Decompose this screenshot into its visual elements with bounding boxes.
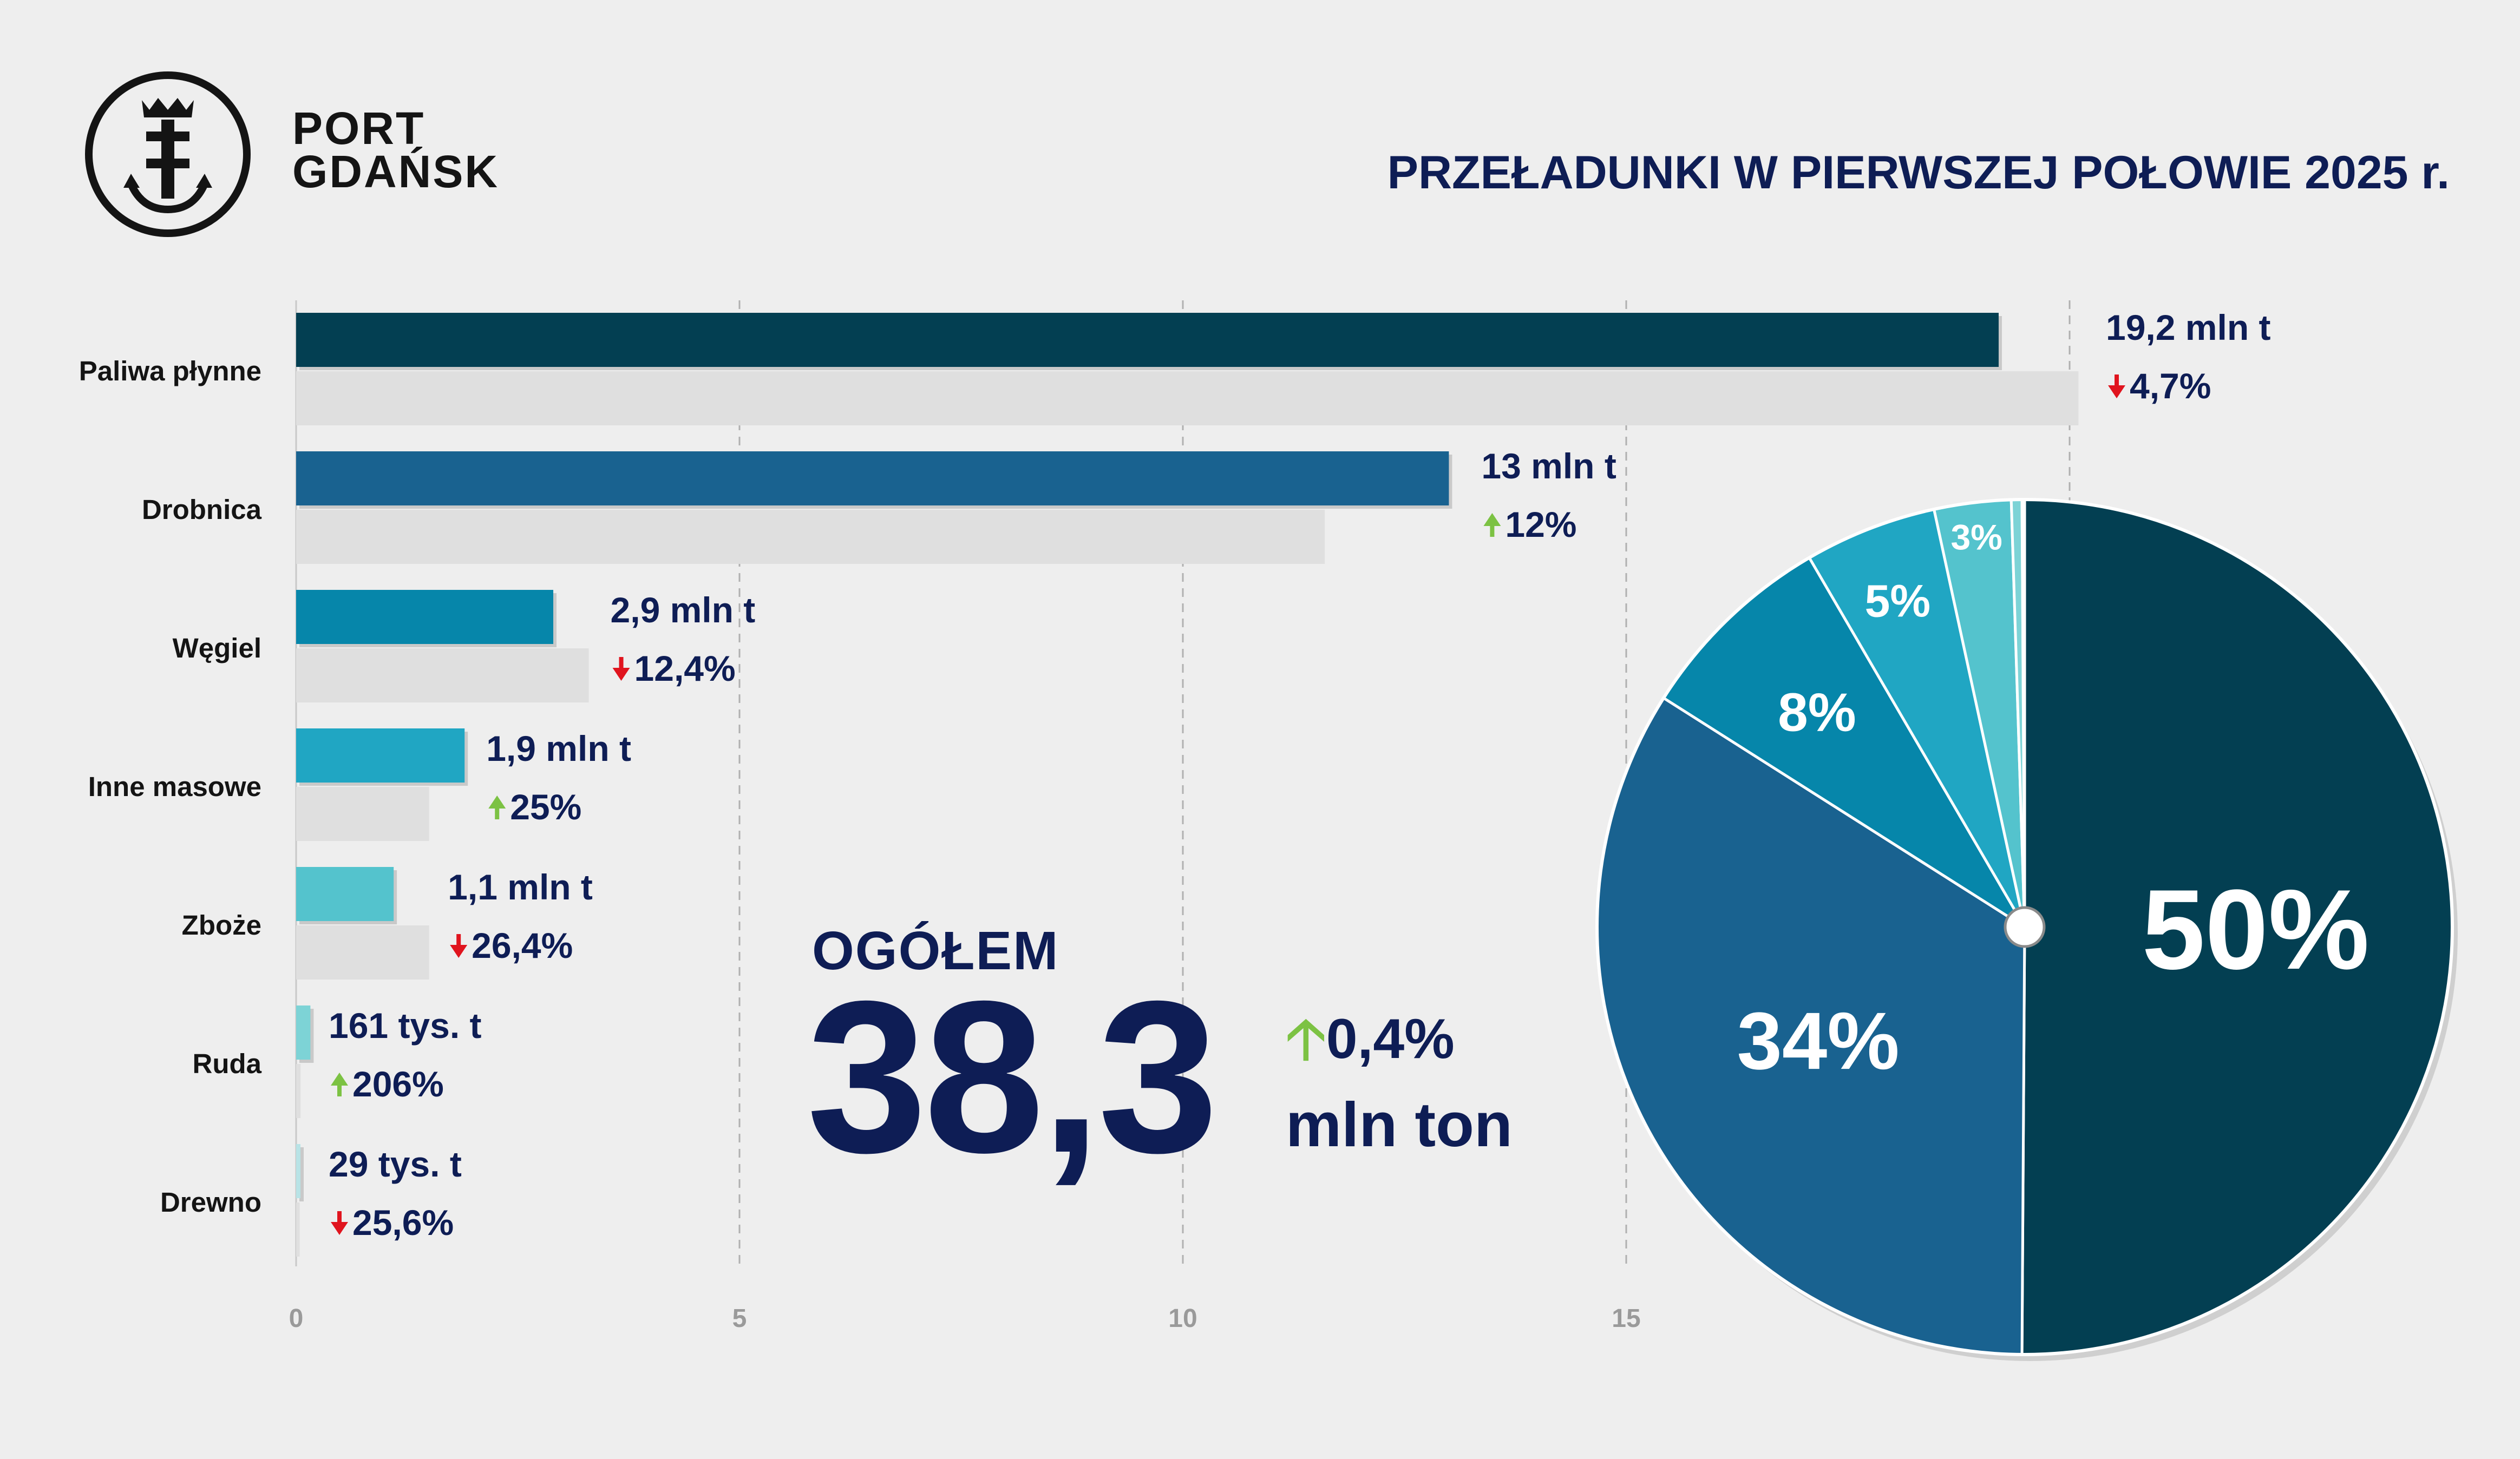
total-value: 38,3 [807,956,1219,1198]
bar-previous [296,648,589,702]
bar-previous [296,1202,300,1257]
total-label: OGÓŁEM [812,921,1059,981]
bar-current [296,1005,311,1060]
change-label: 25% [510,787,581,827]
bar-previous [296,925,429,980]
category-label: Zboże [182,910,261,941]
brand-name-line1: PORT [292,103,426,154]
bar-current [296,590,554,644]
category-label: Drobnica [142,494,262,525]
arrow-down-icon [450,934,468,958]
value-label: 2,9 mln t [611,590,756,630]
pie-outline [1595,498,2454,1356]
pie-slice-label: 8% [1778,682,1856,743]
bar-current [296,1144,300,1198]
pie-slice-label: 3% [1950,517,2002,557]
change-label: 206% [352,1064,444,1104]
change-label: 25,6% [352,1202,454,1243]
total-change: 🡡0,4% [1286,1011,1455,1067]
x-tick-label: 5 [732,1304,747,1333]
bar-current [296,313,1999,367]
value-label: 19,2 mln t [2106,307,2270,347]
arrow-down-icon [331,1211,348,1235]
x-tick-label: 10 [1168,1304,1197,1333]
category-label: Inne masowe [88,771,261,802]
category-label: Drewno [160,1187,261,1218]
value-label: 1,9 mln t [486,728,631,768]
value-label: 1,1 mln t [448,867,593,907]
bar-current [296,867,394,921]
total-change-value: 0,4% [1326,1008,1455,1070]
value-label: 13 mln t [1481,446,1616,486]
x-tick-label: 0 [289,1304,304,1333]
category-label: Ruda [193,1048,262,1079]
bar-previous [296,510,1325,564]
total-unit: mln ton [1286,1089,1513,1160]
bar-previous [296,1064,301,1118]
category-label: Paliwa płynne [79,356,261,386]
arrow-down-icon [612,657,630,681]
bar-previous [296,371,2079,425]
arrow-up-icon [488,796,506,819]
arrow-up-icon [1483,513,1501,537]
pie-chart: 50% 34% 8% 5% 3% [1595,498,2458,1361]
bar-chart: Paliwa płynne 19,2 mln t 4,7% Drobnica 13 ml… [79,307,2270,1257]
value-label: 29 tys. t [329,1144,462,1184]
bar-current [296,728,465,783]
category-label: Węgiel [173,633,261,663]
arrow-up-icon: 🡡 [1286,1008,1326,1070]
pie-slice-label: 50% [2142,866,2369,993]
pie-slice-label: 5% [1865,575,1930,626]
change-label: 26,4% [472,925,573,965]
bar-shadow [299,1147,304,1201]
brand-name-line2: GDAŃSK [292,146,500,197]
pie-center-hub [2004,906,2046,948]
change-label: 4,7% [2130,366,2211,406]
bar-previous [296,787,429,841]
page-title: PRZEŁADUNKI W PIERWSZEJ POŁOWIE 2025 r. [1387,147,2450,199]
port-gdansk-logo-icon [85,71,251,237]
x-tick-label: 15 [1612,1304,1640,1333]
arrow-up-icon [331,1073,348,1096]
arrow-down-icon [2108,374,2125,398]
bar-current [296,451,1449,505]
value-label: 161 tys. t [329,1005,482,1046]
pie-slice-label: 34% [1737,995,1899,1086]
change-label: 12% [1505,504,1576,544]
change-label: 12,4% [634,648,736,688]
